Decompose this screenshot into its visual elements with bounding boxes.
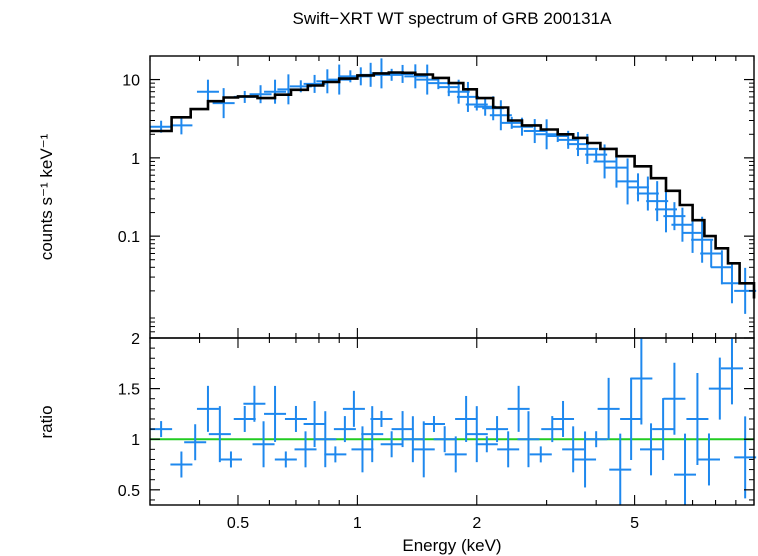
ratio-data-point: [233, 405, 256, 432]
ratio-data-point: [609, 433, 632, 505]
spectrum-data-point: [636, 176, 659, 211]
x-tick-label: 1: [353, 515, 362, 532]
spectrum-data-point: [523, 119, 546, 144]
x-axis-label: Energy (keV): [402, 536, 501, 555]
ratio-data-point: [243, 385, 266, 422]
x-tick-label: 2: [472, 515, 481, 532]
ratio-data-point: [219, 451, 242, 468]
spectrum-x-ticks: [149, 56, 755, 338]
ratio-data-point: [686, 372, 709, 465]
ratio-data-point: [529, 446, 552, 463]
spectrum-y-tick-label: 0.1: [118, 229, 140, 246]
spectrum-data-point: [567, 132, 590, 157]
spectrum-y-axis-label: counts s⁻¹ keV⁻¹: [37, 133, 56, 260]
x-tick-label: 0.5: [227, 515, 249, 532]
spectrum-y-tick-label: 1: [131, 151, 140, 168]
ratio-data-point: [196, 385, 219, 432]
ratio-data-point: [391, 411, 414, 448]
ratio-data-point: [562, 426, 585, 473]
spectrum-data-point: [616, 158, 639, 205]
spectrum-data-point: [627, 173, 650, 202]
ratio-data-point: [401, 416, 424, 463]
spectrum-data-point: [264, 79, 287, 104]
ratio-data-series: [150, 338, 757, 505]
spectrum-panel: 10 1 0.1 counts s⁻¹ keV⁻¹: [37, 55, 757, 339]
ratio-data-point: [585, 431, 608, 448]
ratio-data-point: [412, 421, 435, 478]
ratio-data-point: [708, 357, 731, 420]
ratio-data-point: [294, 431, 317, 468]
spectrum-data-point: [671, 207, 694, 242]
ratio-data-point: [284, 405, 307, 432]
spectrum-data-point: [404, 64, 427, 89]
ratio-data-point: [663, 362, 686, 435]
ratio-data-point: [208, 406, 231, 463]
ratio-data-point: [552, 400, 575, 437]
ratio-data-point: [184, 424, 207, 461]
spectrum-data-point: [196, 79, 219, 104]
ratio-data-point: [433, 426, 456, 453]
x-tick-label: 5: [630, 515, 639, 532]
ratio-data-point: [465, 406, 488, 463]
ratio-data-point: [697, 433, 720, 486]
ratio-data-point: [314, 411, 337, 468]
ratio-data-point: [252, 421, 275, 468]
ratio-data-point: [630, 338, 653, 425]
ratio-data-point: [620, 377, 643, 460]
ratio-data-point: [422, 416, 445, 433]
chart-title: Swift−XRT WT spectrum of GRB 200131A: [293, 9, 613, 28]
spectrum-data-point: [535, 119, 558, 150]
ratio-x-ticks: 0.5 1 2 5: [149, 338, 755, 532]
ratio-data-point: [380, 431, 403, 458]
ratio-data-point: [574, 431, 597, 488]
ratio-y-ticks: 2 1.5 1 0.5: [118, 331, 754, 501]
ratio-data-point: [517, 411, 540, 468]
ratio-data-point: [497, 431, 520, 468]
ratio-panel: 2 1.5 1 0.5 0.5 1 2 5 ratio: [37, 331, 757, 532]
ratio-data-point: [720, 338, 743, 405]
ratio-data-point: [734, 416, 757, 499]
ratio-data-point: [486, 416, 509, 443]
ratio-plot-frame: [149, 337, 755, 506]
ratio-data-point: [333, 416, 356, 443]
spectrum-data-point: [170, 116, 193, 135]
spectrum-model-series: [150, 71, 756, 299]
spectrum-y-tick-label: 10: [122, 73, 140, 90]
spectrum-data-point: [585, 148, 608, 161]
spectrum-data-point: [456, 81, 479, 112]
spectrum-y-ticks: 10 1 0.1: [118, 73, 754, 333]
ratio-data-point: [274, 451, 297, 468]
ratio-data-point: [541, 416, 564, 443]
spectrum-data-point: [691, 216, 714, 263]
spectrum-model-line: [150, 71, 756, 299]
spectrum-data-point: [655, 186, 678, 233]
spectrum-data-point: [249, 85, 272, 104]
ratio-data-point: [640, 423, 663, 476]
ratio-y-tick-label: 2: [131, 331, 140, 348]
spectrum-data-point: [212, 88, 235, 119]
ratio-data-point: [444, 436, 467, 473]
ratio-y-tick-label: 1.5: [118, 382, 140, 399]
spectrum-data-point: [465, 98, 488, 111]
ratio-data-point: [370, 410, 393, 427]
ratio-data-point: [597, 377, 620, 440]
spectrum-plot-frame: [149, 55, 755, 339]
ratio-y-axis-label: ratio: [37, 405, 56, 438]
ratio-y-tick-label: 1: [131, 432, 140, 449]
ratio-data-point: [507, 385, 530, 432]
ratio-data-point: [170, 451, 193, 478]
ratio-data-point: [324, 446, 347, 463]
spectrum-data-point: [700, 239, 723, 268]
ratio-data-point: [475, 436, 498, 453]
ratio-data-point: [264, 385, 287, 442]
ratio-data-point: [361, 406, 384, 463]
ratio-data-point: [342, 390, 365, 427]
spectrum-data-point: [646, 181, 669, 222]
spectrum-data-point: [416, 64, 439, 95]
ratio-y-tick-label: 0.5: [118, 483, 140, 500]
spectrum-data-point: [710, 250, 733, 285]
ratio-data-point: [652, 398, 675, 461]
ratio-data-point: [674, 433, 697, 505]
